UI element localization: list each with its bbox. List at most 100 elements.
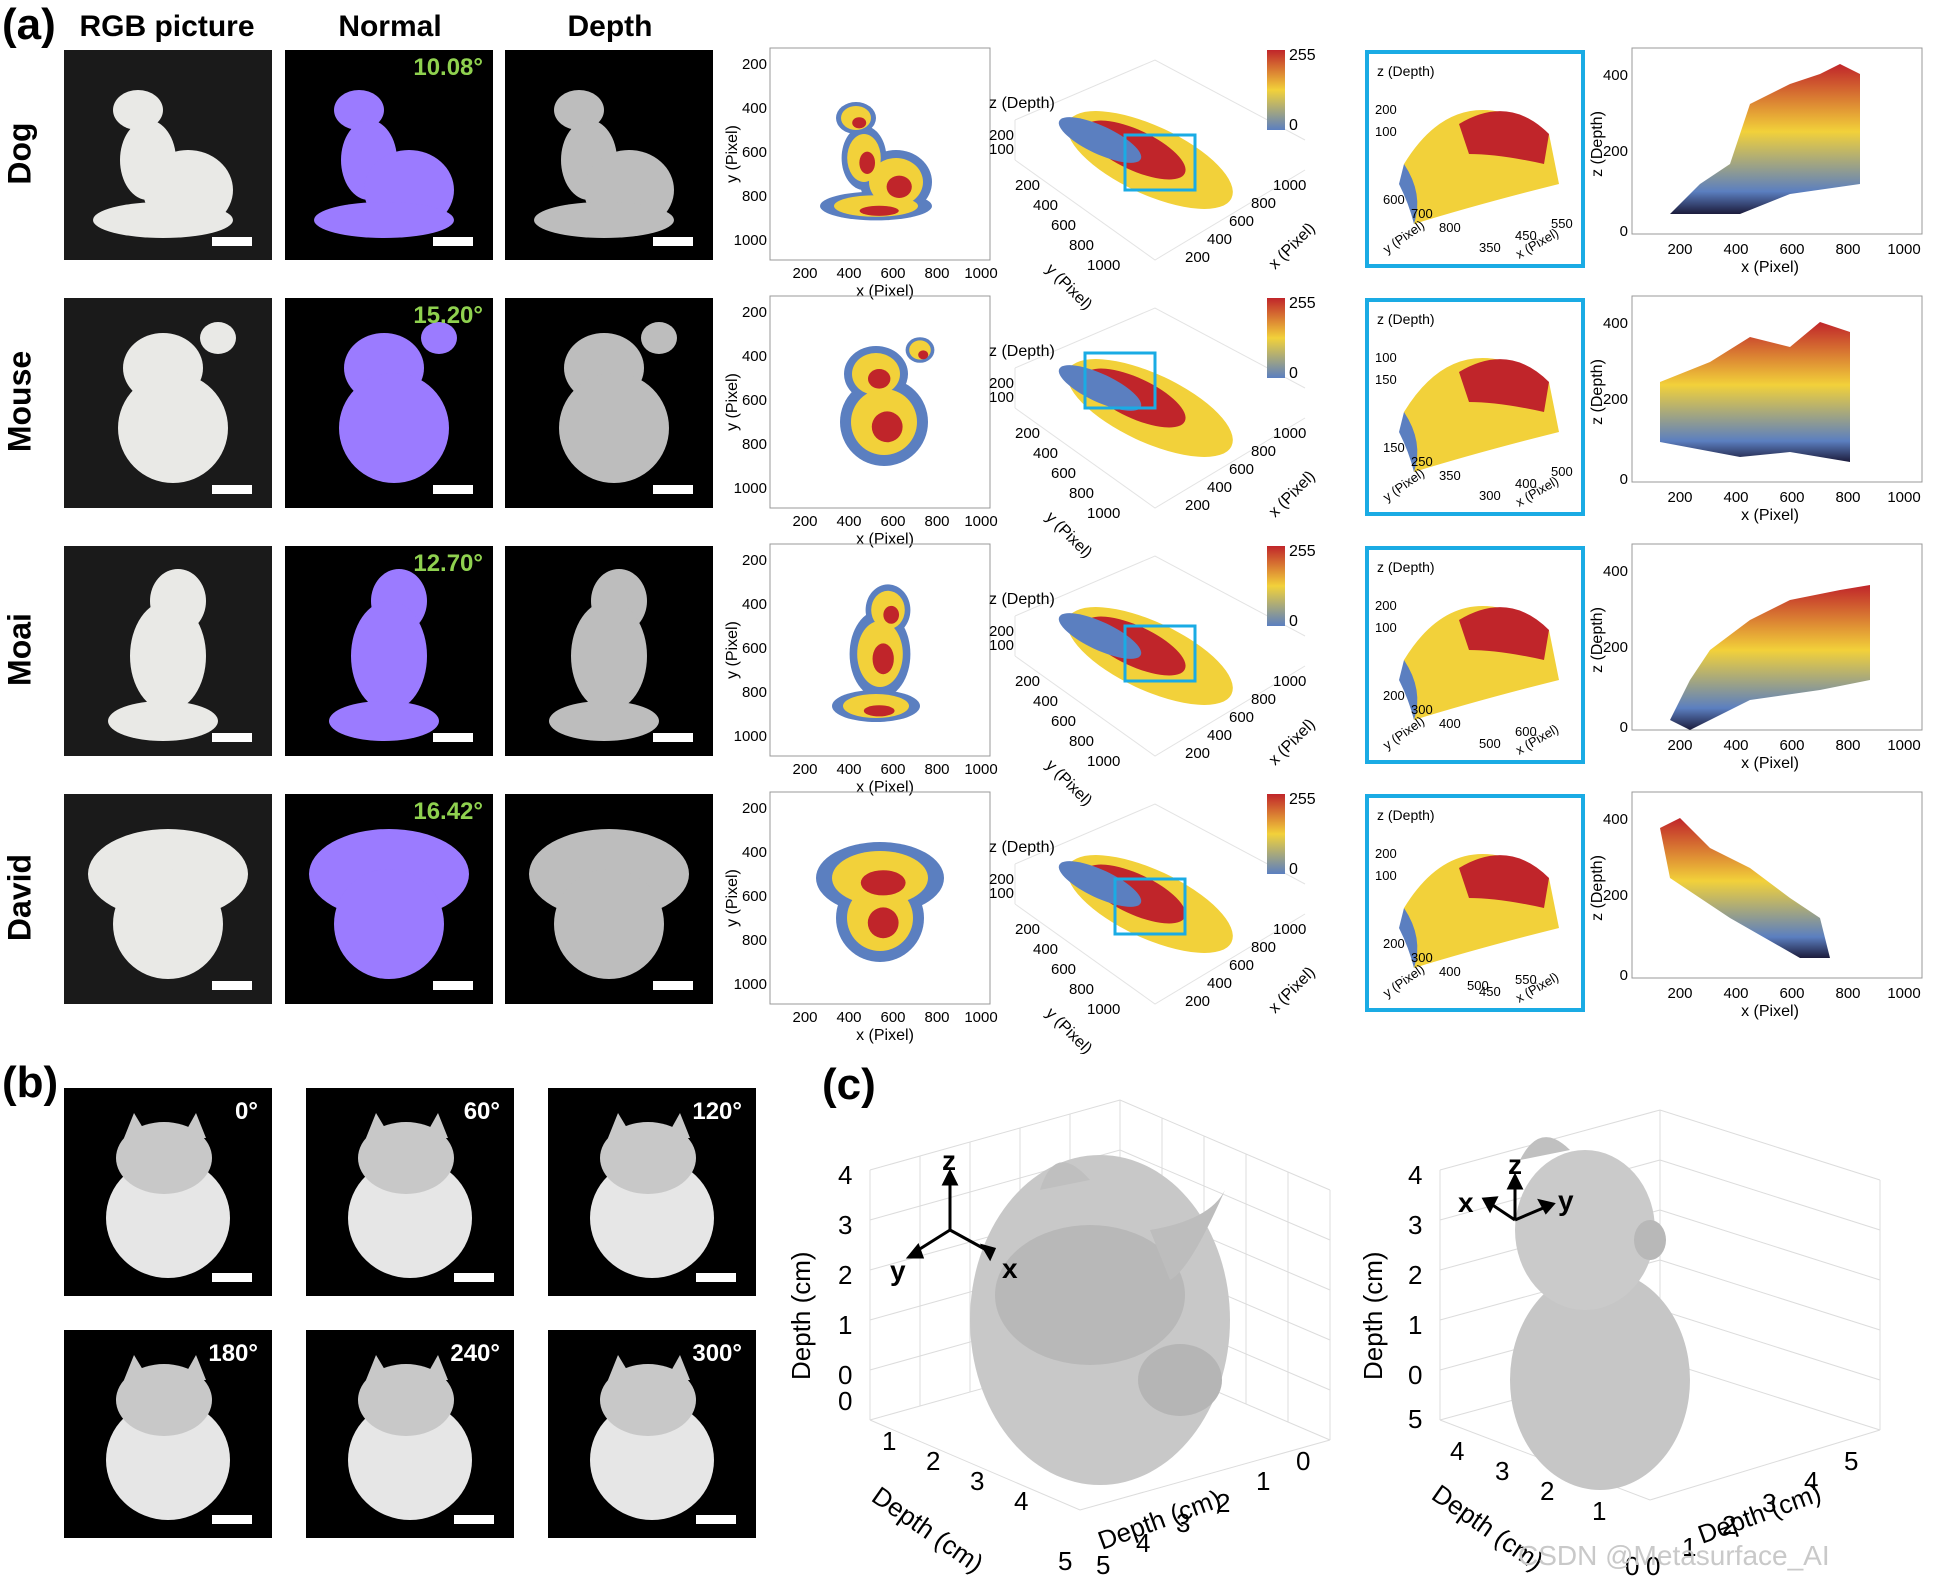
- xtick: 1000: [1887, 985, 1920, 1002]
- c-left-ztick-2: 2: [838, 1260, 852, 1290]
- scale-bar: [653, 237, 693, 246]
- y-axis-label: y (Pixel): [725, 373, 741, 431]
- ytick: 200: [1015, 921, 1040, 938]
- c-right-xtick-1: 1: [1592, 1496, 1606, 1526]
- c-left-xtick-5: 5: [1058, 1546, 1072, 1576]
- ytick: 1000: [734, 976, 767, 993]
- inset-ytick: 150: [1383, 440, 1405, 455]
- scale-bar: [212, 981, 252, 990]
- colorbar-max: 255: [1289, 295, 1316, 312]
- xtick: 600: [880, 513, 905, 530]
- inset-ytick: 200: [1383, 688, 1405, 703]
- ytick: 600: [1051, 465, 1076, 482]
- ytick: 600: [1051, 713, 1076, 730]
- c-right-xtick-5: 5: [1408, 1404, 1422, 1434]
- scale-bar: [433, 485, 473, 494]
- x-axis-label: x (Pixel): [1741, 755, 1799, 772]
- surface-3d-plot: 255 0 z (Depth) 200 100 200 200 400 400 600 600 800…: [985, 774, 1330, 1054]
- c-left-ztick-1: 1: [838, 1310, 852, 1340]
- c-right-ytick-3: 3: [1762, 1488, 1776, 1518]
- ztick: 0: [1620, 471, 1628, 488]
- inset-ytick: 800: [1439, 220, 1461, 235]
- ztick: 200: [1603, 887, 1628, 904]
- depth-profile-surface: [1670, 585, 1870, 730]
- ytick: 600: [742, 392, 767, 409]
- ztick: 200: [1603, 391, 1628, 408]
- xtick: 800: [1251, 939, 1276, 956]
- ytick: 1000: [734, 480, 767, 497]
- xtick: 800: [924, 761, 949, 778]
- xtick: 1000: [1887, 737, 1920, 754]
- inset-ytick: 500: [1467, 978, 1489, 993]
- scale-bar: [212, 237, 252, 246]
- xtick: 200: [792, 761, 817, 778]
- c-right-ztick-1: 1: [1408, 1310, 1422, 1340]
- ytick: 400: [1033, 693, 1058, 710]
- xtick: 1000: [1273, 921, 1306, 938]
- ztick: 400: [1603, 315, 1628, 332]
- scale-bar: [433, 981, 473, 990]
- xtick: 1000: [964, 761, 997, 778]
- inset-ztick: 100: [1375, 350, 1397, 365]
- xtick: 1000: [964, 1009, 997, 1026]
- c-right-triad-z: z: [1508, 1149, 1522, 1180]
- xtick: 200: [792, 265, 817, 282]
- view-angle-label: 180°: [208, 1340, 258, 1367]
- c-right-ylabel: Depth (cm): [1694, 1477, 1825, 1549]
- xtick: 600: [880, 265, 905, 282]
- c-right-xtick-3: 3: [1495, 1456, 1509, 1486]
- xtick: 200: [1185, 745, 1210, 762]
- x-axis-label: x (Pixel): [1266, 468, 1319, 521]
- ytick: 1000: [1087, 1001, 1120, 1018]
- xtick: 600: [1229, 957, 1254, 974]
- c-right-xtick-4: 4: [1450, 1436, 1464, 1466]
- inset-xtick: 350: [1479, 240, 1501, 255]
- scale-bar: [653, 981, 693, 990]
- rgb-photo: [64, 298, 272, 508]
- rgb-photo: [64, 50, 272, 260]
- ytick: 400: [1033, 445, 1058, 462]
- xtick: 200: [792, 513, 817, 530]
- ytick: 1000: [1087, 505, 1120, 522]
- inset-xtick: 600: [1515, 724, 1537, 739]
- c-right-ytick-2: 2: [1722, 1510, 1736, 1540]
- angle-error-label: 15.20°: [413, 302, 483, 329]
- c-left-xtick-4: 4: [1014, 1486, 1028, 1516]
- xtick: 400: [1207, 727, 1232, 744]
- c-left-ytick-1: 1: [1256, 1466, 1270, 1496]
- x-axis-label: x (Pixel): [1741, 507, 1799, 524]
- xtick: 800: [1251, 195, 1276, 212]
- ytick: 1000: [734, 728, 767, 745]
- ytick: 200: [742, 304, 767, 321]
- ytick: 800: [1069, 981, 1094, 998]
- ztick: 100: [989, 141, 1014, 158]
- ytick: 400: [1033, 941, 1058, 958]
- ytick: 600: [742, 888, 767, 905]
- ztick: 200: [1603, 143, 1628, 160]
- inset-ytick: 700: [1411, 206, 1433, 221]
- inset-xtick: 300: [1479, 488, 1501, 503]
- xtick: 400: [1723, 985, 1748, 1002]
- depth-profile-plot: 400 200 0 200 400 600 800 1000 x (Pixel) z (Depth…: [1590, 44, 1930, 294]
- z-axis-label: z (Depth): [989, 95, 1055, 112]
- rotation-depth-view: 0°: [64, 1088, 272, 1296]
- xtick: 600: [1229, 213, 1254, 230]
- xtick: 800: [1835, 737, 1860, 754]
- view-angle-label: 0°: [235, 1098, 258, 1125]
- depth-map: [505, 50, 713, 260]
- zoom-box: [1113, 877, 1187, 936]
- ztick: 400: [1603, 563, 1628, 580]
- ytick: 800: [1069, 237, 1094, 254]
- xtick: 200: [1185, 993, 1210, 1010]
- scale-bar: [212, 485, 252, 494]
- xtick: 400: [1207, 231, 1232, 248]
- inset-ytick: 600: [1383, 192, 1405, 207]
- rgb-photo: [64, 546, 272, 756]
- ztick: 200: [989, 375, 1014, 392]
- inset-z-label: z (Depth): [1377, 559, 1435, 575]
- c-left-triad-y: y: [890, 1255, 906, 1286]
- z-axis-label: z (Depth): [1590, 111, 1606, 177]
- ytick: 400: [742, 348, 767, 365]
- xtick: 600: [1779, 737, 1804, 754]
- inset-ztick: 200: [1375, 598, 1397, 613]
